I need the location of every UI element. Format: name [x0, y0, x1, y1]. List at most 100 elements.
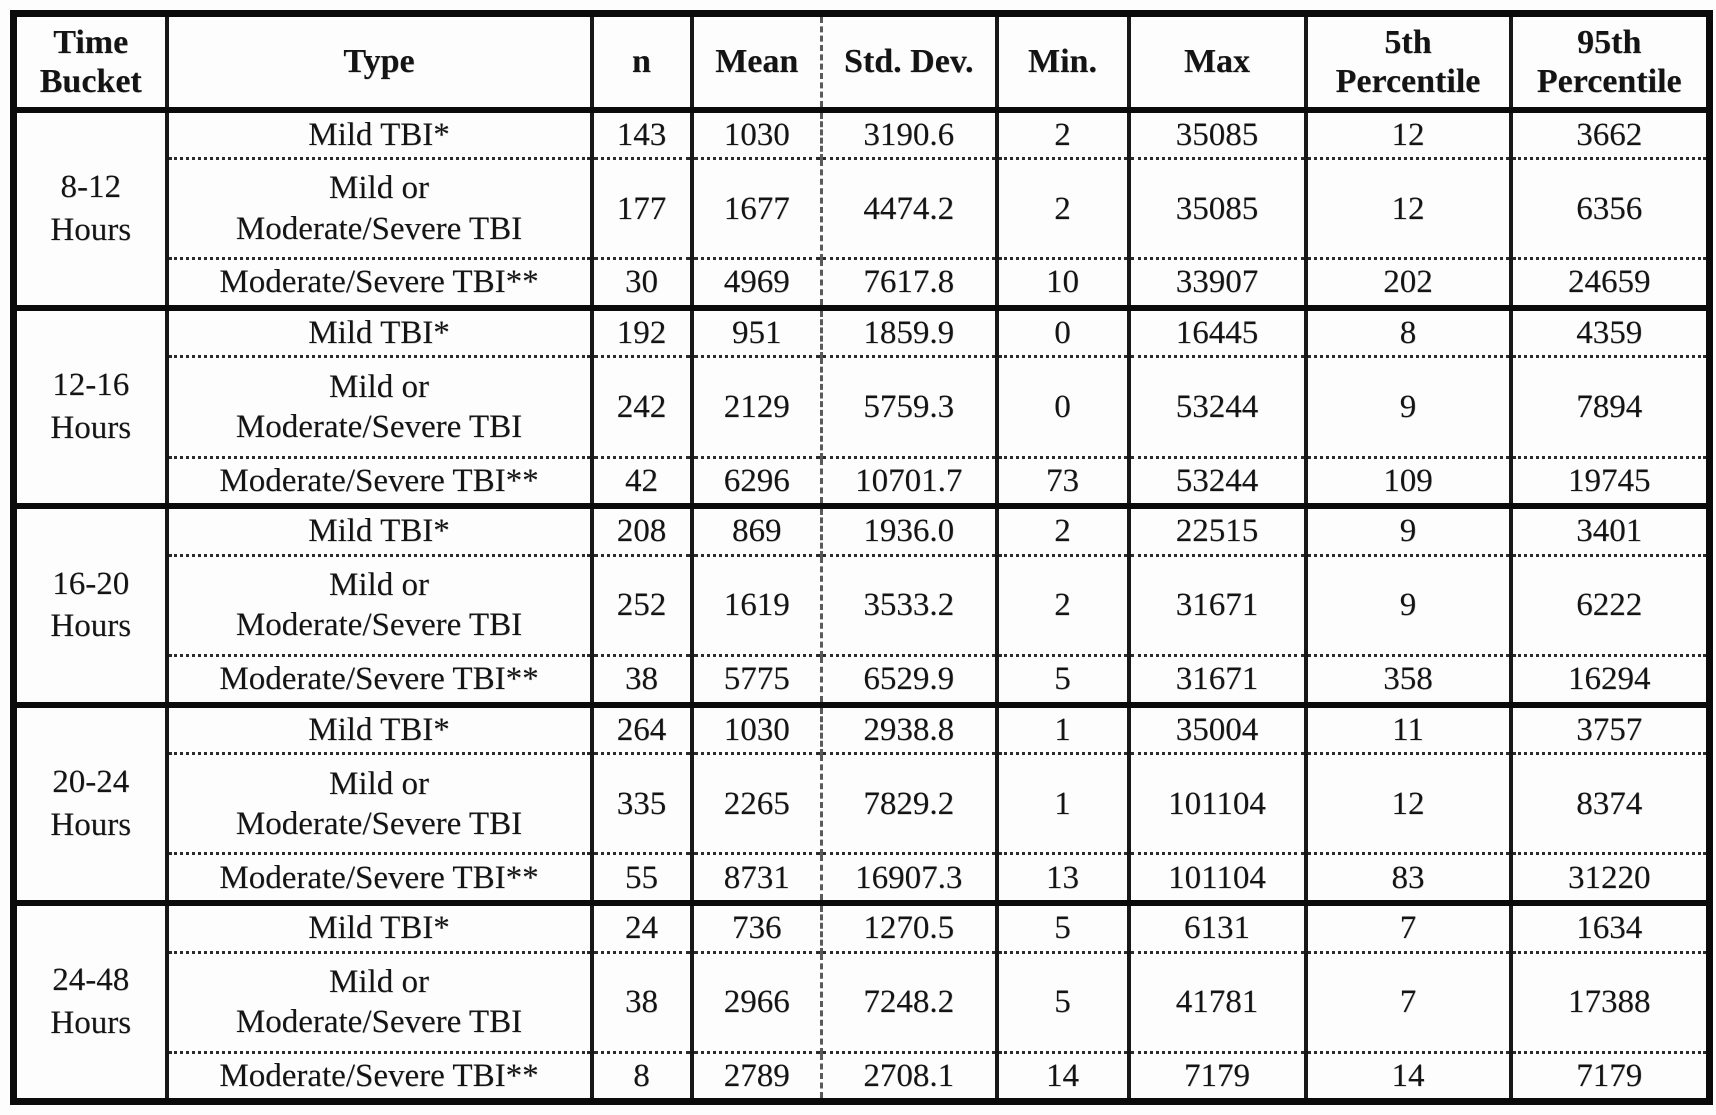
cell-95th-percentile: 16294 — [1508, 654, 1712, 705]
type-line: Mild or — [329, 765, 429, 802]
cell-max: 31671 — [1126, 654, 1308, 705]
cell-n: 252 — [589, 553, 694, 656]
cell-n: 242 — [589, 355, 694, 458]
type-line: Moderate/Severe TBI** — [219, 859, 539, 896]
cell-95th-percentile: 7894 — [1508, 355, 1712, 458]
cell-min: 1 — [994, 752, 1131, 854]
col-header-time-bucket: Time Bucket — [11, 13, 169, 113]
cell-n: 177 — [589, 157, 694, 259]
cell-mean: 8731 — [689, 852, 823, 903]
bucket-line: Hours — [50, 211, 132, 248]
cell-5th-percentile: 7 — [1303, 950, 1513, 1053]
cell-max: 6131 — [1126, 899, 1308, 953]
cell-mean: 1030 — [689, 106, 823, 159]
cell-mean: 1677 — [689, 157, 823, 259]
cell-n: 264 — [589, 701, 694, 754]
cell-min: 5 — [994, 950, 1131, 1053]
cell-5th-percentile: 14 — [1303, 1050, 1513, 1102]
cell-mean: 2129 — [689, 355, 823, 458]
cell-type: Mild TBI* — [164, 304, 594, 357]
cell-std-dev: 3533.2 — [820, 553, 999, 656]
cell-5th-percentile: 83 — [1303, 852, 1513, 903]
cell-min: 2 — [994, 503, 1131, 556]
cell-95th-percentile: 6222 — [1508, 553, 1712, 656]
cell-max: 35085 — [1126, 157, 1308, 259]
cell-std-dev: 1270.5 — [820, 899, 999, 953]
cell-mean: 6296 — [689, 455, 823, 507]
cell-5th-percentile: 12 — [1303, 752, 1513, 854]
cell-n: 24 — [589, 899, 694, 953]
bucket-line: Hours — [50, 1005, 132, 1041]
col-header-type: Type — [164, 13, 594, 113]
cell-max: 53244 — [1126, 355, 1308, 458]
cell-max: 101104 — [1126, 852, 1308, 903]
cell-max: 35085 — [1126, 106, 1308, 159]
bucket-line: 12-16 — [52, 367, 130, 404]
table-row: Moderate/Severe TBI** 38 5775 6529.9 5 3… — [14, 654, 1712, 705]
cell-5th-percentile: 109 — [1303, 455, 1513, 507]
cell-5th-percentile: 11 — [1303, 701, 1513, 754]
cell-min: 73 — [994, 455, 1131, 507]
cell-95th-percentile: 4359 — [1508, 304, 1712, 357]
cell-95th-percentile: 1634 — [1508, 899, 1712, 953]
cell-max: 33907 — [1126, 257, 1308, 308]
cell-max: 41781 — [1126, 950, 1308, 1053]
type-line: Moderate/Severe TBI — [235, 1004, 523, 1041]
cell-time-bucket: 12-16 Hours — [11, 304, 169, 507]
cell-max: 101104 — [1126, 752, 1308, 854]
type-line: Moderate/Severe TBI** — [219, 661, 539, 698]
cell-type: Moderate/Severe TBI** — [164, 1050, 594, 1102]
cell-min: 0 — [994, 355, 1131, 458]
cell-std-dev: 2938.8 — [820, 701, 999, 754]
cell-min: 13 — [994, 852, 1131, 903]
cell-mean: 5775 — [689, 654, 823, 705]
cell-time-bucket: 20-24 Hours — [11, 701, 169, 903]
cell-min: 5 — [994, 899, 1131, 953]
type-line: Mild or — [329, 368, 429, 405]
type-line: Moderate/Severe TBI** — [219, 264, 539, 301]
cell-time-bucket: 8-12 Hours — [11, 106, 169, 308]
cell-min: 2 — [994, 157, 1131, 259]
cell-max: 7179 — [1126, 1050, 1308, 1102]
cell-5th-percentile: 358 — [1303, 654, 1513, 705]
type-line: Moderate/Severe TBI** — [219, 1057, 539, 1094]
type-line: Moderate/Severe TBI — [235, 607, 523, 644]
cell-type: Mild TBI* — [164, 106, 594, 159]
cell-mean: 1619 — [689, 553, 823, 656]
cell-n: 42 — [589, 455, 694, 507]
cell-std-dev: 7248.2 — [820, 950, 999, 1053]
cell-mean: 2265 — [689, 752, 823, 854]
table-row: 8-12 Hours Mild TBI* 143 1030 3190.6 2 3… — [11, 106, 1712, 308]
cell-mean: 4969 — [689, 257, 823, 308]
table-row: Mild or Moderate/Severe TBI 242 2129 575… — [14, 355, 1712, 458]
header-line: 95th — [1577, 23, 1642, 61]
type-line: Mild TBI* — [308, 513, 450, 550]
col-header-std-dev: Std. Dev. — [820, 13, 999, 113]
cell-95th-percentile: 8374 — [1508, 752, 1712, 854]
bucket-line: Hours — [50, 410, 132, 447]
type-line: Moderate/Severe TBI** — [219, 462, 539, 499]
cell-5th-percentile: 8 — [1303, 304, 1513, 357]
cell-type: Mild or Moderate/Severe TBI — [164, 950, 594, 1053]
cell-n: 335 — [589, 752, 694, 854]
header-line: 5th — [1384, 23, 1432, 61]
cell-95th-percentile: 3662 — [1508, 106, 1712, 159]
cell-min: 5 — [994, 654, 1131, 705]
col-header-mean: Mean — [689, 13, 823, 113]
cell-std-dev: 1936.0 — [820, 503, 999, 556]
cell-n: 30 — [589, 257, 694, 308]
cell-mean: 736 — [689, 899, 823, 953]
cell-std-dev: 16907.3 — [820, 852, 999, 903]
header-line: Time — [53, 23, 129, 61]
type-line: Mild TBI* — [308, 116, 450, 153]
col-header-n: n — [589, 13, 694, 113]
type-line: Mild TBI* — [308, 711, 450, 748]
cell-n: 192 — [589, 304, 694, 357]
table-row: Mild or Moderate/Severe TBI 335 2265 782… — [14, 752, 1712, 854]
cell-5th-percentile: 9 — [1303, 355, 1513, 458]
cell-min: 2 — [994, 553, 1131, 656]
cell-mean: 2789 — [689, 1050, 823, 1102]
type-line: Moderate/Severe TBI — [235, 409, 523, 446]
cell-type: Mild or Moderate/Severe TBI — [164, 157, 594, 259]
cell-std-dev: 6529.9 — [820, 654, 999, 705]
